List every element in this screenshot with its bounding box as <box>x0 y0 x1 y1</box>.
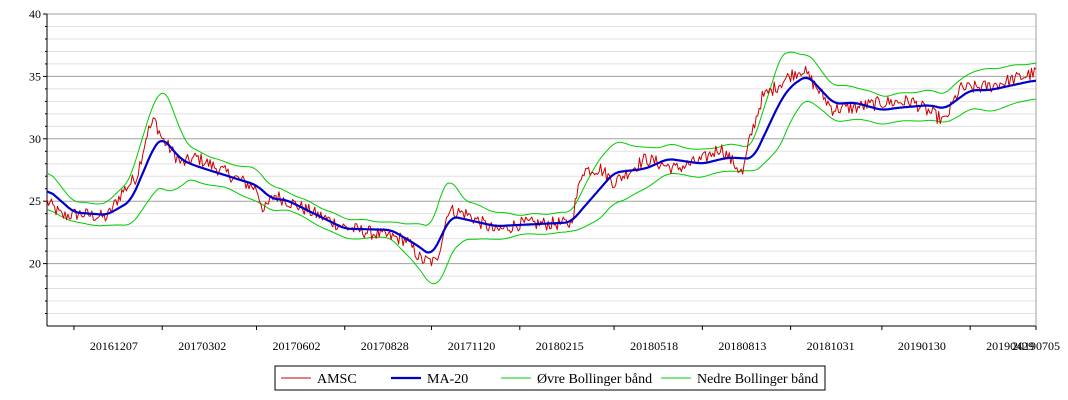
series-amsc <box>46 65 1037 267</box>
series-layer <box>46 51 1037 285</box>
y-tick-label: 20 <box>29 257 41 271</box>
x-tick-label: 20180518 <box>630 339 678 353</box>
y-tick-label: 40 <box>29 7 41 21</box>
grid <box>47 13 1036 326</box>
axes: 20 25 30 35 40 20161207 20170302 20170602 201708… <box>29 7 1060 353</box>
x-tick-label: 20190130 <box>898 339 946 353</box>
series-ma20 <box>46 76 1037 254</box>
y-tick-label: 25 <box>29 194 41 208</box>
plot-area <box>47 14 1036 326</box>
x-tick-label: 20190429 <box>986 339 1034 353</box>
series-lower-bollinger <box>46 98 1037 285</box>
legend-label: Nedre Bollinger bånd <box>697 372 818 387</box>
x-tick-label: 20190705 <box>1012 339 1060 353</box>
legend-box <box>274 365 826 391</box>
x-tick-label: 20170828 <box>361 339 409 353</box>
legend-label: AMSC <box>317 372 357 387</box>
y-tick-label: 35 <box>29 69 41 83</box>
legend: AMSC MA-20 Øvre Bollinger bånd Nedre Bollin… <box>274 365 826 391</box>
x-tick-label: 20170602 <box>272 339 320 353</box>
x-tick-label: 20170302 <box>178 339 226 353</box>
y-tick-label: 30 <box>29 132 41 146</box>
x-tick-label: 20180813 <box>718 339 766 353</box>
legend-label: MA-20 <box>427 372 468 387</box>
x-tick-label: 20181031 <box>807 339 855 353</box>
x-tick-label: 20180215 <box>536 339 584 353</box>
x-tick-label: 20171120 <box>448 339 496 353</box>
legend-label: Øvre Bollinger bånd <box>537 372 652 387</box>
x-tick-label: 20161207 <box>90 339 138 353</box>
series-upper-bollinger <box>46 51 1037 226</box>
